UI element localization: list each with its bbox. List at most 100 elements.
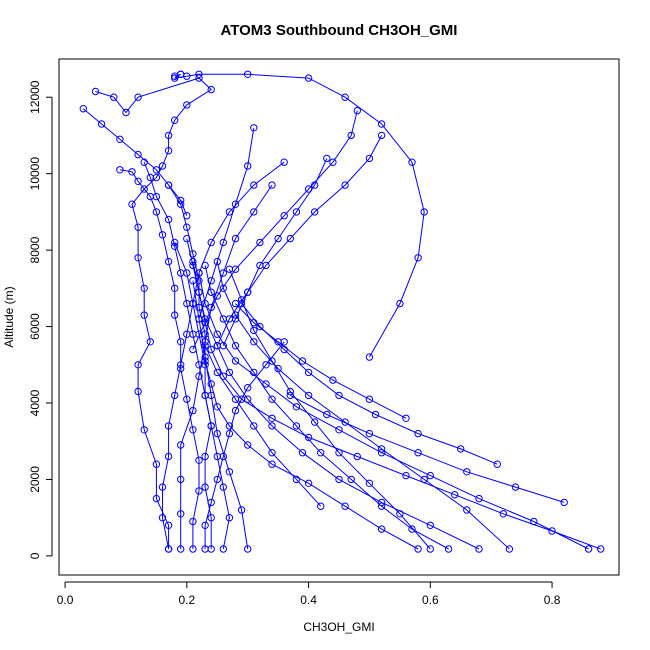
data-point (128, 200, 136, 208)
data-point (365, 429, 374, 438)
data-point (304, 433, 313, 442)
data-point (268, 181, 276, 189)
data-point (414, 545, 422, 553)
data-point (231, 357, 240, 365)
data-point (195, 269, 203, 277)
data-point (183, 395, 191, 403)
series-line (216, 135, 383, 346)
data-point (396, 299, 404, 308)
data-point (256, 322, 264, 331)
data-point (195, 74, 203, 82)
data-point (365, 353, 374, 361)
data-point (164, 422, 173, 430)
data-point (189, 517, 197, 526)
data-point (280, 212, 288, 220)
data-point (298, 449, 307, 457)
data-point (183, 234, 191, 243)
data-point (201, 342, 209, 350)
data-point (134, 361, 142, 369)
data-point (225, 514, 234, 522)
data-point (250, 422, 258, 430)
data-point (189, 345, 197, 354)
data-point (207, 277, 215, 285)
data-point (140, 185, 148, 193)
data-point (122, 108, 130, 117)
data-point (146, 173, 155, 182)
data-point (292, 422, 301, 430)
x-tick-label: 0.4 (300, 593, 317, 607)
data-point (463, 506, 471, 514)
data-point (177, 510, 185, 518)
data-point (164, 181, 173, 189)
data-point (365, 395, 374, 403)
series-line (192, 110, 358, 350)
data-point (286, 387, 294, 396)
data-point (195, 372, 203, 380)
data-point (292, 475, 301, 484)
x-tick-label: 0.8 (544, 593, 561, 607)
series-line (228, 269, 431, 550)
data-point (244, 162, 252, 170)
y-tick-label: 2000 (28, 466, 42, 493)
data-point (164, 215, 173, 224)
data-point (140, 426, 148, 434)
data-point (219, 545, 228, 553)
data-point (140, 311, 148, 319)
data-point (244, 395, 252, 403)
data-point (475, 494, 483, 503)
data-point (207, 514, 215, 522)
data-point (152, 192, 161, 201)
data-point (201, 521, 209, 529)
data-point (511, 483, 520, 491)
data-point (262, 380, 270, 388)
data-point (171, 311, 179, 319)
data-point (256, 261, 264, 270)
data-point (183, 330, 191, 338)
y-tick-label: 12000 (28, 80, 42, 114)
data-point (304, 391, 313, 400)
plot-frame (58, 58, 620, 576)
data-point (158, 483, 167, 491)
series-line (198, 127, 255, 320)
series-line (198, 272, 589, 550)
data-point (91, 87, 100, 96)
data-point (298, 357, 307, 365)
data-point (134, 254, 142, 262)
data-point (548, 527, 556, 535)
data-point (183, 223, 191, 231)
data-point (231, 315, 240, 323)
data-point (317, 502, 325, 510)
data-point (250, 338, 258, 346)
data-point (268, 422, 276, 430)
data-point (110, 93, 118, 101)
data-point (219, 269, 228, 277)
data-point (189, 277, 197, 285)
data-point (365, 154, 374, 163)
data-point (219, 238, 228, 247)
data-point (408, 525, 416, 533)
data-point (152, 166, 161, 174)
data-point (475, 545, 483, 553)
x-tick-label: 0.0 (57, 593, 74, 607)
data-point (225, 368, 234, 377)
data-point (353, 106, 361, 115)
data-point (329, 158, 337, 166)
series-line (168, 184, 419, 550)
y-tick-label: 8000 (28, 236, 42, 263)
data-point (140, 284, 148, 292)
data-point (335, 475, 343, 484)
series-line (290, 394, 565, 503)
data-point (207, 345, 215, 354)
data-point (195, 70, 203, 79)
data-point (317, 449, 325, 457)
data-point (329, 376, 337, 384)
data-point (201, 319, 209, 327)
data-point (250, 208, 258, 216)
data-point (201, 361, 209, 369)
data-point (171, 116, 179, 124)
data-point (268, 395, 276, 403)
data-point (402, 471, 410, 480)
data-point (597, 545, 605, 553)
series-line (222, 158, 328, 346)
data-point (268, 414, 276, 422)
